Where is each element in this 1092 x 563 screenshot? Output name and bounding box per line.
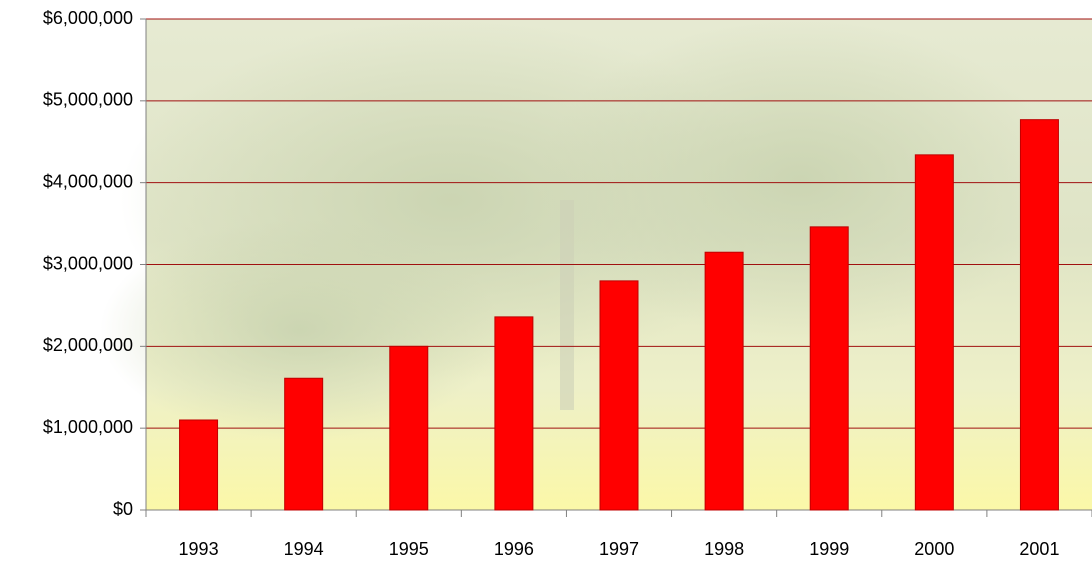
x-tick-label: 2001 bbox=[1019, 539, 1059, 559]
y-tick-label: $5,000,000 bbox=[43, 90, 133, 110]
y-tick-label: $6,000,000 bbox=[43, 8, 133, 28]
y-tick-label: $3,000,000 bbox=[43, 253, 133, 273]
bar bbox=[495, 317, 533, 510]
bar bbox=[1020, 120, 1058, 510]
bar bbox=[180, 420, 218, 510]
x-tick-label: 1998 bbox=[704, 539, 744, 559]
x-tick-label: 1995 bbox=[389, 539, 429, 559]
bar bbox=[285, 378, 323, 510]
y-tick-label: $4,000,000 bbox=[43, 171, 133, 191]
x-tick-label: 2000 bbox=[914, 539, 954, 559]
x-tick-label: 1996 bbox=[494, 539, 534, 559]
bar bbox=[810, 227, 848, 510]
bar bbox=[705, 252, 743, 510]
page: {"chart_data": {"type": "bar", "categori… bbox=[0, 0, 1092, 563]
bar bbox=[600, 281, 638, 510]
x-tick-label: 1997 bbox=[599, 539, 639, 559]
y-tick-label: $0 bbox=[113, 499, 133, 519]
chart: $0 $1,000,000 $2,000,000 $3,000,000 $4,000,0… bbox=[0, 0, 1092, 563]
x-tick-label: 1993 bbox=[179, 539, 219, 559]
x-tick-label: 1999 bbox=[809, 539, 849, 559]
y-tick-label: $2,000,000 bbox=[43, 335, 133, 355]
bar bbox=[915, 155, 953, 510]
y-tick-label: $1,000,000 bbox=[43, 417, 133, 437]
x-tick-label: 1994 bbox=[284, 539, 324, 559]
bar bbox=[390, 346, 428, 510]
